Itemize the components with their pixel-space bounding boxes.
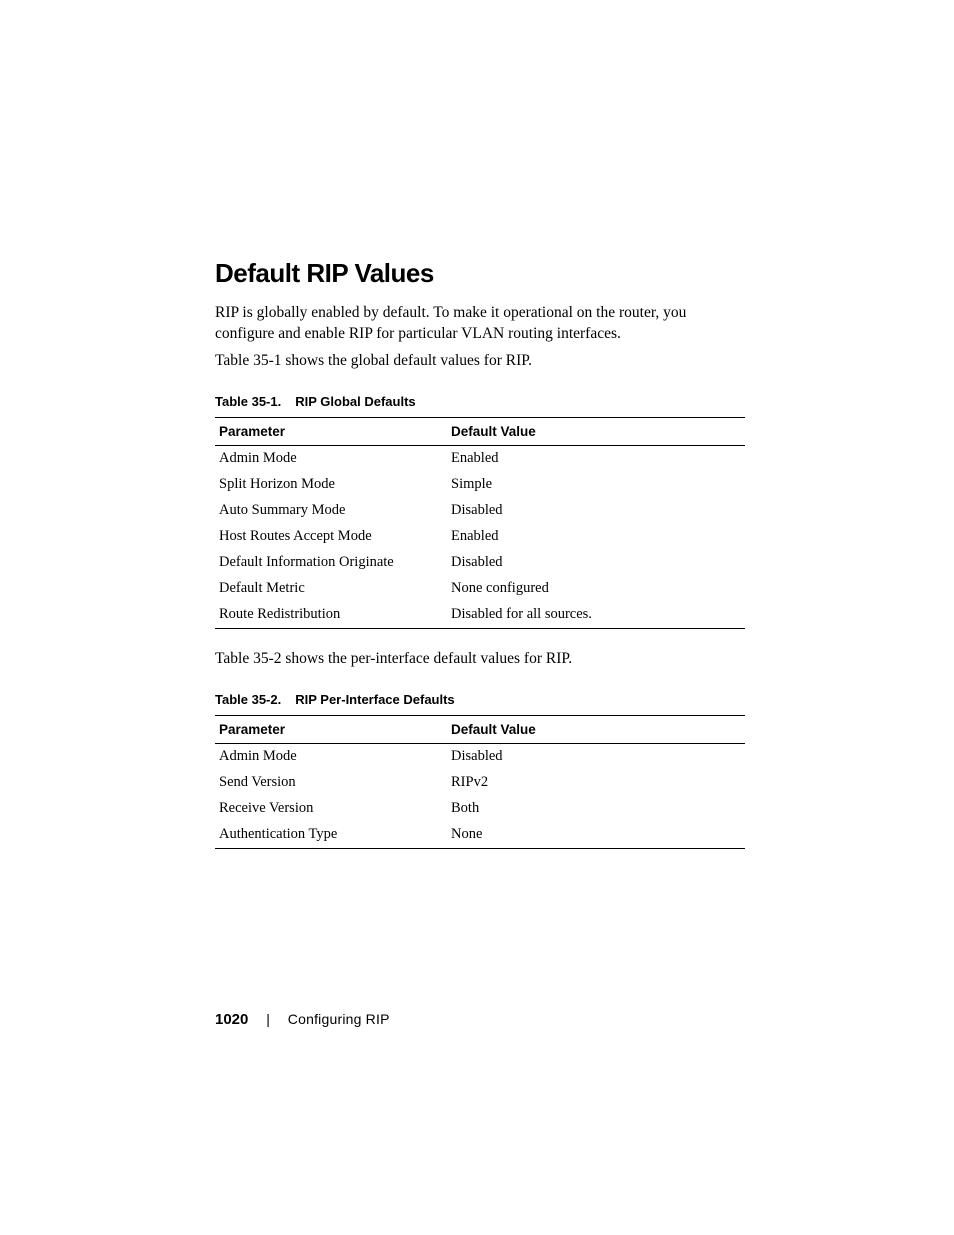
table-cell-param: Admin Mode bbox=[215, 743, 447, 770]
table-2-caption: Table 35-2. RIP Per-Interface Defaults bbox=[215, 692, 745, 707]
table-1-header-param: Parameter bbox=[215, 417, 447, 445]
table-cell-value: Disabled for all sources. bbox=[447, 602, 745, 629]
page-footer: 1020 | Configuring RIP bbox=[215, 1011, 390, 1028]
table-1-caption-title: RIP Global Defaults bbox=[295, 394, 415, 409]
table-row: Route Redistribution Disabled for all so… bbox=[215, 602, 745, 629]
table-cell-param: Send Version bbox=[215, 770, 447, 796]
table-2-header-param: Parameter bbox=[215, 715, 447, 743]
table-cell-param: Auto Summary Mode bbox=[215, 498, 447, 524]
table-cell-value: None configured bbox=[447, 576, 745, 602]
table-1-header-value: Default Value bbox=[447, 417, 745, 445]
table-row: Send Version RIPv2 bbox=[215, 770, 745, 796]
footer-divider: | bbox=[266, 1011, 270, 1027]
table-cell-param: Default Metric bbox=[215, 576, 447, 602]
table-cell-param: Receive Version bbox=[215, 796, 447, 822]
mid-paragraph: Table 35-2 shows the per-interface defau… bbox=[215, 649, 745, 670]
table-cell-value: None bbox=[447, 822, 745, 849]
table-cell-value: Enabled bbox=[447, 524, 745, 550]
table-row: Default Metric None configured bbox=[215, 576, 745, 602]
page-content: Default RIP Values RIP is globally enabl… bbox=[215, 258, 745, 869]
table-1-caption-label: Table 35-1. bbox=[215, 394, 281, 409]
table-cell-param: Host Routes Accept Mode bbox=[215, 524, 447, 550]
table-cell-value: Enabled bbox=[447, 445, 745, 472]
table-row: Auto Summary Mode Disabled bbox=[215, 498, 745, 524]
table-2-caption-title: RIP Per-Interface Defaults bbox=[295, 692, 454, 707]
table-row: Authentication Type None bbox=[215, 822, 745, 849]
table-row: Admin Mode Enabled bbox=[215, 445, 745, 472]
table-row: Default Information Originate Disabled bbox=[215, 550, 745, 576]
table-global-defaults: Parameter Default Value Admin Mode Enabl… bbox=[215, 417, 745, 629]
table-row: Receive Version Both bbox=[215, 796, 745, 822]
table-cell-param: Default Information Originate bbox=[215, 550, 447, 576]
page-heading: Default RIP Values bbox=[215, 258, 745, 289]
table-cell-value: RIPv2 bbox=[447, 770, 745, 796]
table-cell-value: Disabled bbox=[447, 550, 745, 576]
table-1-caption: Table 35-1. RIP Global Defaults bbox=[215, 394, 745, 409]
table-cell-value: Simple bbox=[447, 472, 745, 498]
table-row: Host Routes Accept Mode Enabled bbox=[215, 524, 745, 550]
table-row: Admin Mode Disabled bbox=[215, 743, 745, 770]
intro-paragraph-2: Table 35-1 shows the global default valu… bbox=[215, 351, 745, 372]
intro-paragraph-1: RIP is globally enabled by default. To m… bbox=[215, 303, 745, 345]
page-number: 1020 bbox=[215, 1011, 248, 1028]
table-2-caption-label: Table 35-2. bbox=[215, 692, 281, 707]
table-interface-defaults: Parameter Default Value Admin Mode Disab… bbox=[215, 715, 745, 849]
table-1-header-row: Parameter Default Value bbox=[215, 417, 745, 445]
table-cell-value: Both bbox=[447, 796, 745, 822]
table-cell-param: Authentication Type bbox=[215, 822, 447, 849]
table-cell-value: Disabled bbox=[447, 743, 745, 770]
table-cell-value: Disabled bbox=[447, 498, 745, 524]
table-cell-param: Admin Mode bbox=[215, 445, 447, 472]
table-row: Split Horizon Mode Simple bbox=[215, 472, 745, 498]
table-cell-param: Split Horizon Mode bbox=[215, 472, 447, 498]
table-2-header-row: Parameter Default Value bbox=[215, 715, 745, 743]
table-2-header-value: Default Value bbox=[447, 715, 745, 743]
footer-section: Configuring RIP bbox=[288, 1011, 390, 1027]
table-cell-param: Route Redistribution bbox=[215, 602, 447, 629]
